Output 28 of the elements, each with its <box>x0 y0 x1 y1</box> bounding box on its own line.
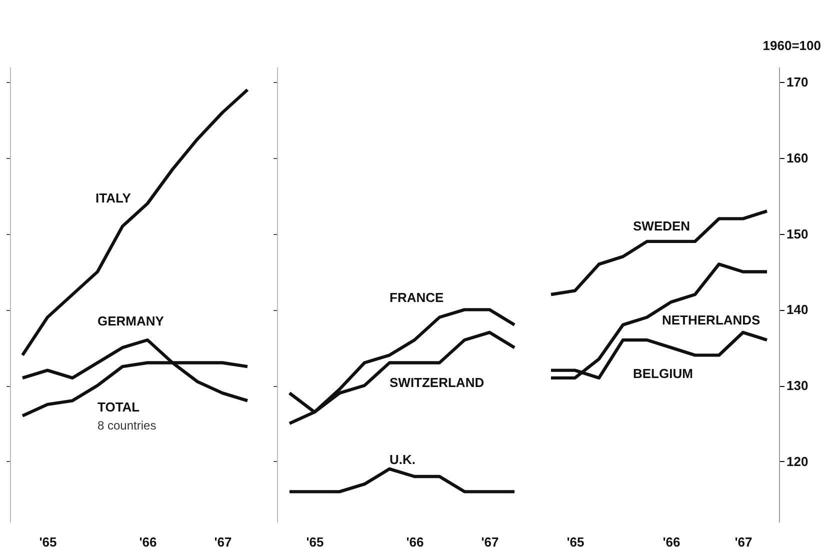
series-label: SWITZERLAND <box>390 374 484 390</box>
x-tick-label: '66 <box>662 534 680 547</box>
series-label: BELGIUM <box>633 366 693 381</box>
y-tick-label: 160 <box>786 150 808 166</box>
y-tick-label: 130 <box>786 378 808 393</box>
line-series <box>549 262 769 380</box>
x-tick-label: '66 <box>139 534 157 547</box>
annotation: 8 countries <box>98 418 156 432</box>
y-tick-label: 170 <box>786 74 808 90</box>
series-label: GERMANY <box>98 314 164 329</box>
x-tick-label: '66 <box>406 534 424 547</box>
x-tick-label: '67 <box>734 534 752 547</box>
y-tick-label: 140 <box>786 302 808 318</box>
series-label: TOTAL <box>98 400 140 414</box>
series-label: FRANCE <box>390 290 444 306</box>
series-label: U.K. <box>390 452 416 467</box>
y-tick-label: 150 <box>786 226 808 242</box>
series-label: ITALY <box>96 190 132 206</box>
y-tick-label: 120 <box>786 454 808 469</box>
x-tick-label: '65 <box>306 534 324 547</box>
x-tick-label: '65 <box>566 534 584 547</box>
x-tick-label: '67 <box>481 534 499 547</box>
series-label: NETHERLANDS <box>662 312 761 328</box>
series-label: SWEDEN <box>633 218 690 234</box>
x-tick-label: '65 <box>39 534 57 547</box>
y-axis-title: 1960=100 <box>762 38 821 53</box>
x-tick-label: '67 <box>214 534 232 547</box>
line-series <box>549 209 769 296</box>
